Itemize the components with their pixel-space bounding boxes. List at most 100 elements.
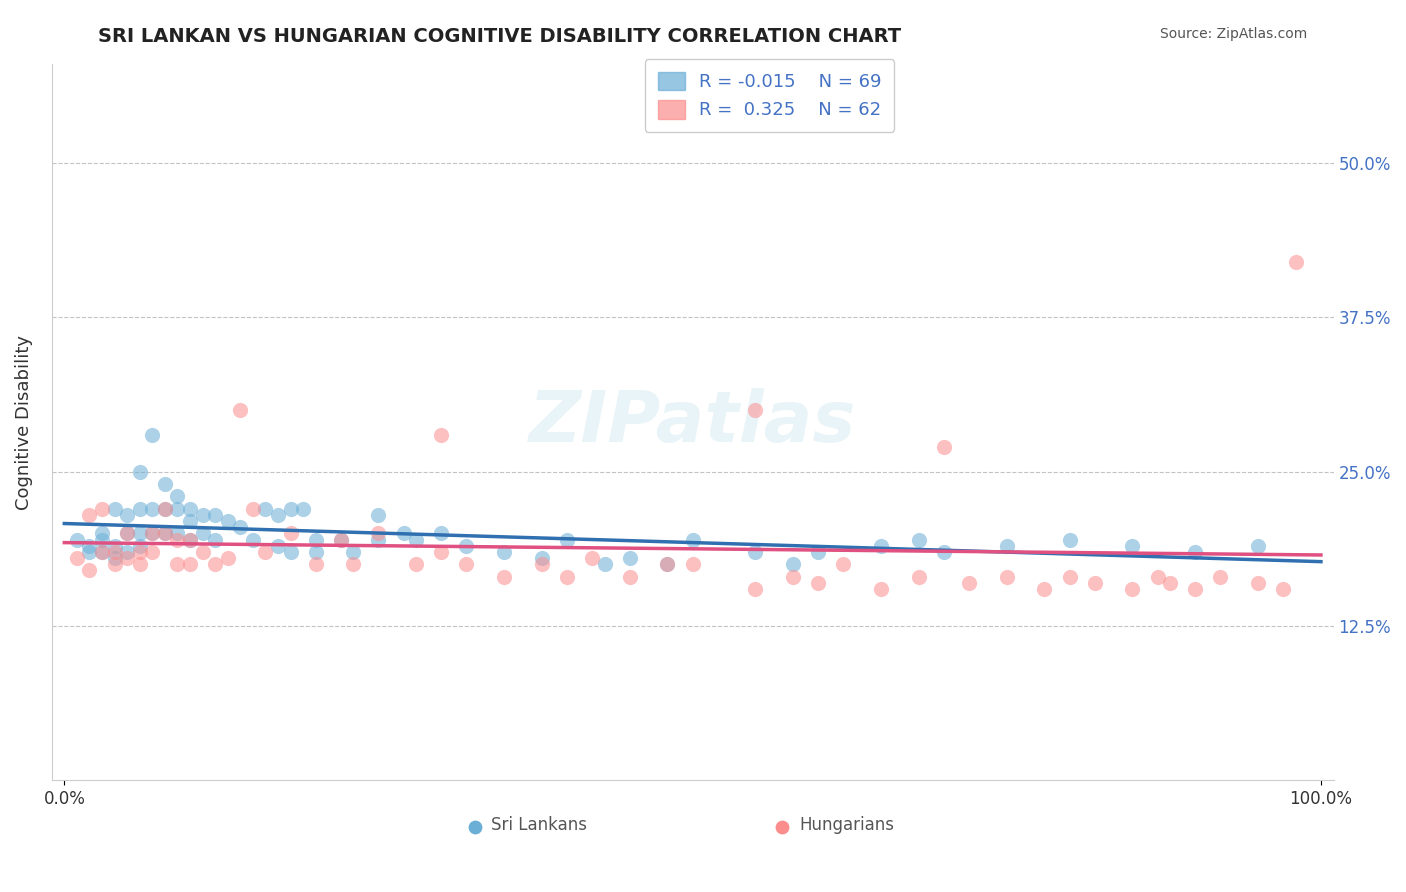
Point — [191, 508, 214, 522]
Point — [1084, 575, 1107, 590]
Point — [166, 489, 188, 503]
Point — [204, 558, 226, 572]
Text: Source: ZipAtlas.com: Source: ZipAtlas.com — [1160, 27, 1308, 41]
Point — [744, 403, 766, 417]
Point — [932, 545, 955, 559]
Point — [179, 533, 201, 547]
Point — [217, 551, 239, 566]
Point — [392, 526, 415, 541]
Point — [1247, 539, 1270, 553]
Text: Hungarians: Hungarians — [799, 816, 894, 834]
Point — [1059, 569, 1081, 583]
Point — [1209, 569, 1232, 583]
Point — [115, 526, 138, 541]
Point — [66, 551, 89, 566]
Point — [153, 501, 176, 516]
Point — [995, 539, 1018, 553]
Point — [115, 526, 138, 541]
Point — [304, 558, 326, 572]
Y-axis label: Cognitive Disability: Cognitive Disability — [15, 334, 32, 510]
Point — [530, 551, 553, 566]
Point — [103, 539, 125, 553]
Point — [179, 501, 201, 516]
Point — [430, 526, 453, 541]
Point — [744, 545, 766, 559]
Point — [870, 582, 893, 596]
Point — [1285, 255, 1308, 269]
Point — [166, 526, 188, 541]
Point — [153, 526, 176, 541]
Point — [807, 545, 830, 559]
Point — [593, 558, 616, 572]
Point — [79, 564, 101, 578]
Point — [179, 533, 201, 547]
Point — [115, 508, 138, 522]
Point — [908, 569, 931, 583]
Point — [103, 501, 125, 516]
Point — [91, 545, 114, 559]
Point — [782, 558, 804, 572]
Point — [1121, 539, 1143, 553]
Point — [103, 545, 125, 559]
Point — [682, 533, 704, 547]
Point — [769, 854, 792, 868]
Point — [367, 508, 389, 522]
Point — [141, 526, 163, 541]
Point — [166, 533, 188, 547]
Point — [682, 558, 704, 572]
Point — [304, 545, 326, 559]
Point — [103, 551, 125, 566]
Point — [141, 545, 163, 559]
Point — [619, 569, 641, 583]
Point — [91, 501, 114, 516]
Point — [782, 569, 804, 583]
Point — [229, 403, 252, 417]
Point — [91, 526, 114, 541]
Point — [267, 539, 290, 553]
Point — [555, 569, 578, 583]
Point — [304, 533, 326, 547]
Point — [367, 533, 389, 547]
Point — [128, 558, 150, 572]
Point — [1184, 545, 1206, 559]
Point — [280, 526, 302, 541]
Point — [91, 545, 114, 559]
Point — [166, 558, 188, 572]
Point — [494, 545, 516, 559]
Point — [1272, 582, 1295, 596]
Point — [229, 520, 252, 534]
Point — [242, 501, 264, 516]
Point — [217, 514, 239, 528]
Point — [128, 465, 150, 479]
Point — [342, 545, 364, 559]
Point — [115, 545, 138, 559]
Point — [179, 514, 201, 528]
Point — [179, 558, 201, 572]
Point — [153, 501, 176, 516]
Point — [141, 526, 163, 541]
Point — [292, 501, 315, 516]
Point — [128, 545, 150, 559]
Point — [91, 533, 114, 547]
Point — [191, 545, 214, 559]
Point — [530, 558, 553, 572]
Point — [103, 558, 125, 572]
Legend: R = -0.015    N = 69, R =  0.325    N = 62: R = -0.015 N = 69, R = 0.325 N = 62 — [645, 59, 894, 132]
Point — [115, 551, 138, 566]
Point — [128, 539, 150, 553]
Point — [456, 558, 478, 572]
Point — [870, 539, 893, 553]
Text: Sri Lankans: Sri Lankans — [491, 816, 586, 834]
Text: SRI LANKAN VS HUNGARIAN COGNITIVE DISABILITY CORRELATION CHART: SRI LANKAN VS HUNGARIAN COGNITIVE DISABI… — [98, 27, 901, 45]
Point — [1159, 575, 1181, 590]
Point — [405, 533, 427, 547]
Point — [932, 440, 955, 454]
Point — [267, 508, 290, 522]
Point — [204, 508, 226, 522]
Point — [280, 545, 302, 559]
Point — [166, 501, 188, 516]
Point — [79, 545, 101, 559]
Text: ZIPatlas: ZIPatlas — [529, 388, 856, 457]
Point — [329, 533, 352, 547]
Point — [1059, 533, 1081, 547]
